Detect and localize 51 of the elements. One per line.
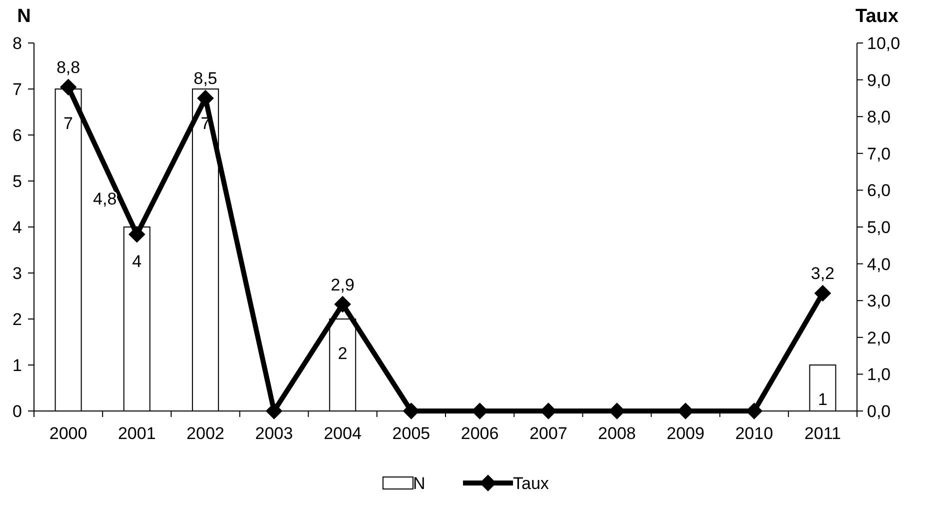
y2-tick-label: 8,0 (867, 108, 891, 127)
x-tick-label: 2004 (324, 424, 362, 443)
y2-tick-label: 7,0 (867, 144, 891, 164)
data-label: 1 (818, 390, 828, 409)
data-label: 2,9 (330, 275, 354, 294)
y2-tick-label: 3,0 (867, 292, 891, 311)
y2-tick-label: 6,0 (867, 181, 891, 200)
y2-tick-label: 2,0 (867, 328, 891, 348)
data-label: 3,2 (810, 264, 835, 284)
y2-tick-label: 0,0 (867, 402, 891, 421)
x-tick-label: 2003 (255, 424, 293, 443)
x-tick-label: 2007 (529, 424, 568, 443)
data-label: 4 (132, 252, 142, 271)
y-axis-title: N (17, 6, 31, 27)
point (334, 296, 352, 313)
x-tick-label: 2002 (186, 424, 224, 443)
point (128, 226, 146, 243)
data-label: 7 (64, 114, 74, 133)
data-label: 4,8 (93, 189, 117, 208)
y-tick-label: 5 (12, 172, 22, 191)
x-tick-label: 2011 (804, 424, 841, 443)
data-label: 8,5 (194, 69, 218, 88)
x-tick-label: 2008 (598, 424, 636, 443)
legend-label: Taux (513, 474, 550, 493)
y-tick-label: 3 (12, 264, 22, 283)
y-tick-label: 4 (12, 218, 22, 237)
point (814, 284, 832, 302)
y2-tick-label: 9,0 (867, 70, 891, 90)
x-tick-label: 2010 (735, 424, 774, 443)
point (197, 90, 214, 107)
y2-tick-label: 10,0 (867, 34, 900, 53)
y2-tick-label: 1,0 (867, 365, 891, 384)
point (266, 402, 282, 420)
y-tick-label: 2 (12, 310, 22, 329)
y-tick-label: 8 (12, 34, 22, 53)
x-tick-label: 2005 (392, 424, 430, 443)
x-tick-label: 2000 (49, 424, 88, 443)
y-tick-label: 1 (12, 356, 22, 375)
point (60, 78, 77, 96)
y-tick-label: 7 (12, 80, 22, 99)
data-label: 2 (338, 344, 348, 363)
data-label: 8,8 (56, 58, 80, 78)
y2-tick-label: 5,0 (867, 218, 891, 237)
x-tick-label: 2006 (460, 424, 499, 443)
x-tick-label: 2009 (666, 424, 704, 443)
y2-axis-title: Taux (856, 6, 899, 27)
y-tick-label: 6 (12, 126, 22, 145)
x-tick-label: 2001 (118, 424, 156, 443)
y2-tick-label: 4,0 (867, 254, 891, 274)
y-tick-label: 0 (12, 402, 22, 421)
legend-label: N (413, 474, 426, 493)
